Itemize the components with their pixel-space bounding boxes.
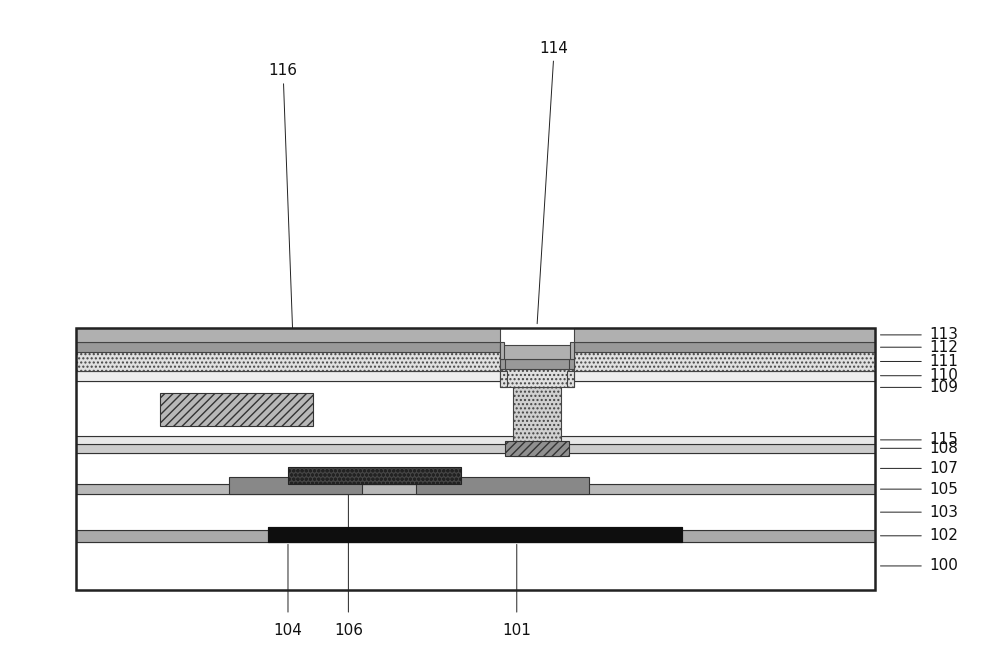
Bar (513, 371, 561, 456)
Text: 109: 109 (929, 380, 958, 395)
Bar (574, 342, 875, 352)
Bar (229, 477, 362, 495)
Bar (567, 371, 574, 387)
Text: 110: 110 (929, 368, 958, 383)
Text: 101: 101 (502, 623, 531, 638)
Bar (160, 393, 313, 426)
Text: 108: 108 (929, 441, 958, 456)
Text: 102: 102 (929, 528, 958, 544)
Bar (500, 369, 574, 387)
Text: 113: 113 (929, 328, 958, 342)
Text: 114: 114 (537, 40, 569, 324)
Bar (570, 342, 574, 359)
Bar (574, 352, 875, 371)
Bar (288, 467, 461, 484)
Bar (76, 542, 875, 591)
Bar (76, 530, 875, 542)
Bar (268, 528, 682, 542)
Bar (76, 381, 875, 436)
Bar (500, 359, 574, 369)
Bar (500, 371, 507, 387)
Text: 100: 100 (929, 559, 958, 573)
Bar (76, 352, 500, 371)
Bar (76, 444, 875, 453)
Bar (500, 352, 505, 369)
Text: 103: 103 (929, 504, 958, 520)
Bar (76, 342, 500, 352)
Bar (76, 371, 875, 381)
Text: 116: 116 (269, 64, 298, 336)
Text: 107: 107 (929, 461, 958, 476)
Bar (76, 328, 875, 591)
Text: 111: 111 (929, 354, 958, 369)
Bar (76, 484, 875, 495)
Bar (500, 345, 574, 359)
Bar (268, 528, 682, 542)
Bar (76, 453, 875, 484)
Bar (416, 477, 589, 495)
Text: 106: 106 (334, 623, 363, 638)
Bar (574, 328, 875, 342)
Bar (76, 436, 875, 444)
Text: 105: 105 (929, 482, 958, 496)
Bar (500, 342, 504, 359)
Bar (505, 440, 569, 456)
Bar (76, 328, 500, 342)
Text: 104: 104 (274, 623, 302, 638)
Bar (76, 495, 875, 530)
Text: 112: 112 (929, 340, 958, 355)
Text: 115: 115 (929, 432, 958, 448)
Bar (569, 352, 574, 369)
